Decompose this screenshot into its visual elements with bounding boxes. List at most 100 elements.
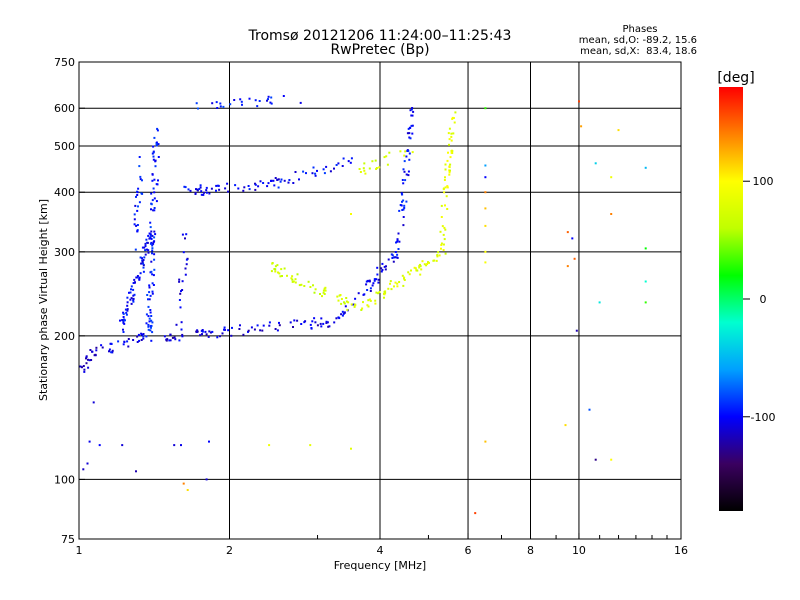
- data-point: [438, 254, 441, 257]
- data-point: [316, 324, 319, 327]
- data-point: [178, 280, 181, 283]
- data-point: [446, 186, 449, 189]
- data-point: [314, 174, 317, 177]
- data-point: [313, 317, 316, 320]
- data-point: [446, 185, 449, 188]
- data-point: [644, 247, 647, 250]
- data-point: [147, 305, 150, 308]
- data-point: [108, 348, 111, 351]
- data-point: [452, 117, 455, 119]
- data-point: [411, 107, 414, 109]
- data-point: [130, 302, 133, 305]
- data-point: [139, 178, 142, 181]
- data-point: [573, 257, 576, 260]
- data-point: [146, 294, 149, 296]
- data-point: [148, 232, 151, 235]
- data-point: [256, 324, 259, 327]
- data-point: [309, 286, 312, 288]
- data-point: [126, 340, 129, 343]
- data-point: [143, 256, 146, 259]
- data-point: [310, 327, 313, 329]
- data-point: [151, 173, 154, 176]
- data-point: [405, 200, 408, 203]
- data-point: [484, 107, 487, 110]
- data-point: [395, 241, 397, 244]
- data-point: [298, 284, 301, 287]
- data-point: [254, 99, 257, 102]
- data-point: [277, 178, 280, 181]
- data-point: [142, 337, 145, 340]
- data-point: [88, 440, 91, 443]
- data-point: [141, 257, 143, 260]
- stats-line-x: mean, sd,X: 83.4, 18.6: [580, 46, 697, 57]
- data-point: [377, 281, 380, 284]
- data-point: [393, 285, 395, 288]
- data-point: [343, 311, 346, 314]
- data-point: [152, 158, 155, 161]
- data-point: [144, 253, 147, 256]
- data-point: [440, 247, 442, 250]
- data-point: [484, 176, 487, 179]
- data-point: [141, 261, 144, 263]
- data-point: [247, 185, 250, 187]
- data-point: [410, 108, 413, 111]
- data-point: [276, 329, 279, 332]
- data-point: [140, 333, 143, 336]
- data-point: [180, 444, 182, 447]
- data-point: [268, 444, 271, 447]
- data-point: [155, 200, 158, 203]
- data-point: [484, 191, 487, 194]
- data-point: [109, 342, 112, 345]
- data-point: [454, 111, 457, 114]
- data-point: [218, 188, 221, 191]
- data-point: [440, 216, 443, 218]
- data-point: [153, 178, 156, 181]
- data-point: [216, 184, 219, 187]
- data-point: [144, 242, 147, 245]
- data-point: [358, 168, 361, 170]
- data-point: [141, 192, 144, 195]
- data-point: [366, 279, 369, 282]
- y-tick-label: 750: [54, 56, 75, 69]
- data-point: [178, 339, 181, 342]
- data-point: [449, 156, 452, 159]
- data-point: [390, 288, 393, 291]
- data-point: [353, 303, 356, 306]
- data-point: [124, 319, 126, 322]
- data-point: [108, 350, 110, 353]
- data-point: [279, 275, 282, 278]
- data-point: [137, 205, 139, 208]
- data-point: [86, 462, 89, 465]
- data-point: [378, 166, 381, 169]
- data-point: [132, 297, 135, 300]
- data-point: [211, 330, 214, 333]
- data-point: [148, 286, 151, 289]
- data-point: [101, 346, 104, 349]
- data-point: [148, 291, 151, 294]
- data-point: [392, 260, 395, 263]
- data-point: [152, 145, 155, 148]
- data-point: [186, 489, 189, 491]
- data-point: [223, 326, 226, 329]
- data-point: [364, 172, 367, 175]
- data-point: [181, 335, 184, 338]
- data-point: [390, 253, 393, 256]
- data-point: [484, 164, 487, 167]
- data-point: [149, 311, 152, 314]
- data-point: [152, 274, 155, 277]
- data-point: [336, 295, 339, 298]
- data-point: [173, 336, 176, 339]
- y-axis-label: Stationary phase Virtual Height [km]: [37, 199, 50, 401]
- data-point: [153, 207, 156, 209]
- data-point: [278, 321, 280, 324]
- data-point: [369, 290, 372, 292]
- data-point: [409, 109, 412, 112]
- data-point: [325, 165, 328, 168]
- data-point: [87, 358, 89, 361]
- data-point: [262, 324, 265, 327]
- data-point: [133, 213, 136, 216]
- data-point: [610, 176, 613, 179]
- x-tick-label: 1: [76, 544, 83, 557]
- data-point: [123, 322, 126, 325]
